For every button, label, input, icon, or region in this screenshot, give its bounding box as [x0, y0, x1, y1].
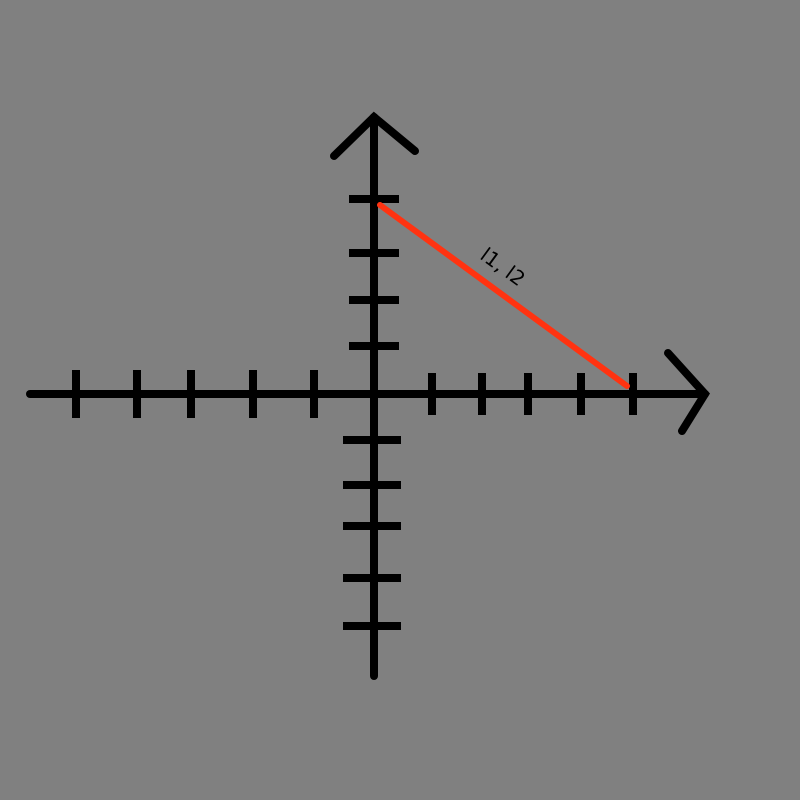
- y-axis-arrowhead-icon: [330, 111, 419, 160]
- x-axis-arrowhead-icon: [664, 349, 710, 435]
- x-axis-ticks: [72, 370, 637, 418]
- segment-l1-l2: [377, 202, 630, 389]
- y-axis-ticks: [343, 195, 401, 630]
